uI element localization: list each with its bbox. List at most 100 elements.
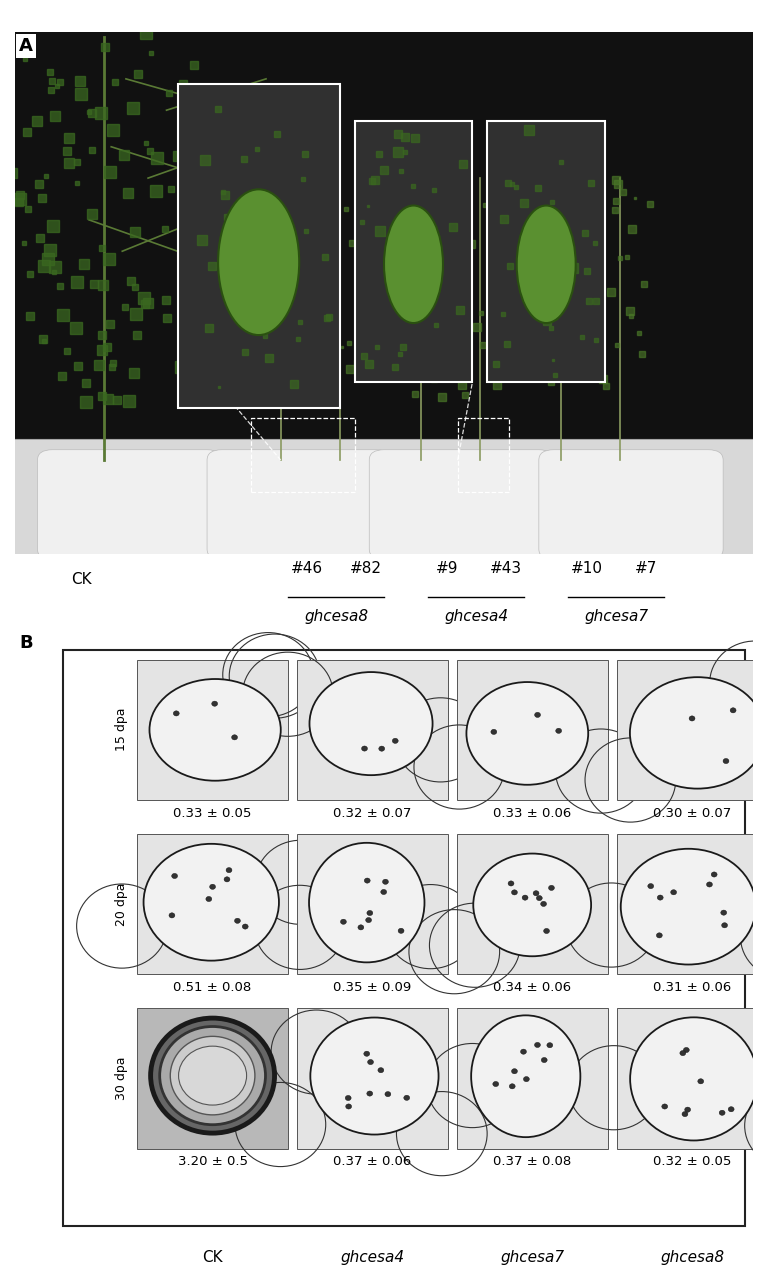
Ellipse shape [662, 1103, 667, 1110]
Ellipse shape [522, 896, 528, 901]
Ellipse shape [206, 897, 212, 902]
Text: #9: #9 [435, 561, 458, 576]
Ellipse shape [647, 884, 654, 889]
Ellipse shape [719, 1110, 725, 1115]
Ellipse shape [533, 891, 539, 896]
Ellipse shape [378, 1068, 384, 1073]
Text: ghcesa4: ghcesa4 [444, 609, 508, 624]
Text: ghcesa8: ghcesa8 [304, 609, 368, 624]
Ellipse shape [711, 871, 717, 877]
Ellipse shape [367, 1091, 372, 1096]
Ellipse shape [524, 1077, 529, 1082]
Ellipse shape [535, 1042, 541, 1047]
Ellipse shape [548, 885, 554, 891]
Ellipse shape [174, 711, 179, 716]
Text: B: B [19, 634, 33, 652]
FancyBboxPatch shape [617, 660, 768, 800]
FancyBboxPatch shape [457, 1008, 608, 1149]
FancyBboxPatch shape [297, 1008, 449, 1149]
Ellipse shape [381, 889, 386, 894]
Ellipse shape [630, 678, 765, 789]
Text: 0.32 ± 0.05: 0.32 ± 0.05 [654, 1156, 732, 1168]
Text: 0.32 ± 0.07: 0.32 ± 0.07 [333, 806, 412, 819]
Ellipse shape [179, 1046, 247, 1105]
Ellipse shape [541, 901, 547, 907]
Ellipse shape [544, 929, 549, 934]
Ellipse shape [466, 682, 588, 785]
Text: 0.51 ± 0.08: 0.51 ± 0.08 [174, 981, 252, 994]
Ellipse shape [232, 735, 237, 740]
Ellipse shape [368, 1060, 373, 1065]
Text: ghcesa7: ghcesa7 [584, 609, 648, 624]
Ellipse shape [404, 1096, 409, 1101]
Ellipse shape [385, 1092, 391, 1097]
Text: #82: #82 [349, 561, 382, 576]
Text: ghcesa4: ghcesa4 [340, 1250, 405, 1265]
FancyBboxPatch shape [457, 834, 608, 975]
Ellipse shape [723, 758, 729, 763]
Ellipse shape [511, 1069, 518, 1074]
Ellipse shape [310, 1018, 439, 1135]
Ellipse shape [346, 1103, 352, 1110]
Ellipse shape [657, 933, 662, 938]
Ellipse shape [364, 878, 370, 883]
Ellipse shape [362, 747, 367, 752]
FancyBboxPatch shape [369, 450, 554, 559]
Text: CK: CK [71, 572, 92, 587]
Ellipse shape [707, 882, 713, 887]
FancyBboxPatch shape [137, 1008, 288, 1149]
Text: 0.37 ± 0.06: 0.37 ± 0.06 [333, 1156, 412, 1168]
Ellipse shape [508, 880, 514, 885]
Text: CK: CK [202, 1250, 223, 1265]
Ellipse shape [621, 848, 756, 964]
Ellipse shape [398, 929, 404, 934]
FancyBboxPatch shape [207, 450, 392, 559]
Ellipse shape [491, 729, 497, 734]
Text: #46: #46 [290, 561, 323, 576]
Text: 3.20 ± 0.5: 3.20 ± 0.5 [177, 1156, 247, 1168]
Ellipse shape [366, 917, 372, 922]
Ellipse shape [242, 924, 248, 929]
Ellipse shape [218, 190, 300, 335]
Ellipse shape [160, 1027, 266, 1125]
Text: 0.33 ± 0.05: 0.33 ± 0.05 [174, 806, 252, 819]
Ellipse shape [722, 922, 727, 927]
FancyBboxPatch shape [355, 121, 472, 382]
Text: #43: #43 [489, 561, 521, 576]
Ellipse shape [630, 1018, 757, 1140]
FancyBboxPatch shape [15, 32, 753, 554]
FancyBboxPatch shape [617, 1008, 768, 1149]
Text: 0.34 ± 0.06: 0.34 ± 0.06 [494, 981, 571, 994]
FancyBboxPatch shape [0, 440, 768, 564]
Ellipse shape [535, 712, 541, 717]
Ellipse shape [521, 1049, 526, 1055]
Ellipse shape [680, 1051, 686, 1056]
Ellipse shape [150, 679, 281, 781]
Ellipse shape [682, 1111, 688, 1117]
Ellipse shape [684, 1047, 690, 1052]
Ellipse shape [346, 1096, 351, 1101]
Text: #10: #10 [571, 561, 603, 576]
Text: #7: #7 [634, 561, 657, 576]
Ellipse shape [234, 919, 240, 924]
Ellipse shape [170, 1036, 255, 1115]
Ellipse shape [536, 896, 542, 901]
Ellipse shape [340, 919, 346, 925]
Ellipse shape [471, 1015, 581, 1138]
FancyBboxPatch shape [297, 660, 449, 800]
Text: 0.33 ± 0.06: 0.33 ± 0.06 [493, 806, 571, 819]
Ellipse shape [172, 874, 177, 879]
Ellipse shape [169, 912, 175, 919]
Ellipse shape [657, 896, 664, 901]
FancyBboxPatch shape [177, 84, 339, 408]
Ellipse shape [541, 1057, 547, 1063]
Ellipse shape [226, 868, 232, 873]
Ellipse shape [367, 911, 372, 916]
Text: 30 dpa: 30 dpa [115, 1056, 128, 1101]
Ellipse shape [685, 1107, 690, 1112]
Ellipse shape [547, 1042, 553, 1047]
FancyBboxPatch shape [137, 834, 288, 975]
Ellipse shape [310, 673, 432, 775]
Ellipse shape [379, 747, 385, 752]
Text: 20 dpa: 20 dpa [115, 883, 128, 926]
